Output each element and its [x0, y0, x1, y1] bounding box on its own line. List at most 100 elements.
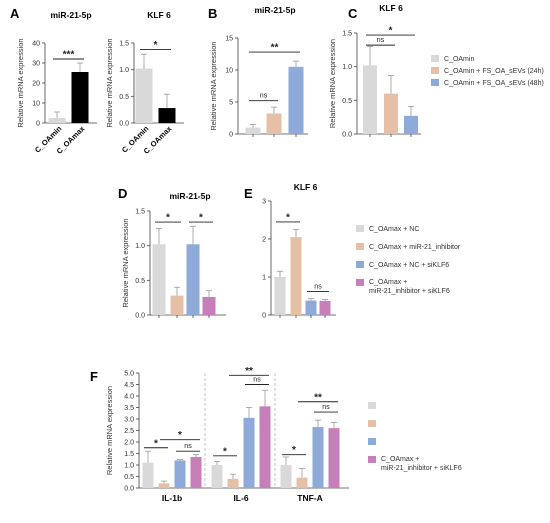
A2-y-tick-label: 0.0: [119, 121, 129, 128]
D-significance-label: *: [166, 213, 170, 224]
F-bar: [142, 462, 154, 488]
F-x-tick-label: IL-1b: [162, 493, 182, 503]
F-bar: [312, 427, 324, 488]
E-y-tick-label: 2: [262, 237, 266, 244]
C-y-tick-label: 0.0: [342, 132, 352, 139]
F-bar: [280, 465, 292, 488]
A1-bar: [71, 72, 89, 123]
F-legend-swatch: [368, 402, 376, 409]
E-bar: [305, 300, 317, 315]
F-bar: [296, 477, 308, 488]
C-y-tick-label: 1.5: [342, 31, 352, 38]
C-chart-title: KLF 6: [379, 3, 403, 13]
E-bar: [319, 300, 331, 315]
B-significance-label: ns: [260, 93, 268, 100]
F-legend-swatch: [368, 456, 376, 463]
D-y-tick-label: 0.5: [135, 278, 145, 285]
panel-label-a1: A: [10, 6, 20, 21]
F-significance-label: ns: [184, 443, 192, 450]
F-legend-swatch: [368, 420, 376, 427]
E-legend-swatch: [356, 261, 364, 268]
F-legend-swatch: [368, 438, 376, 445]
A2-y-tick-label: 0.5: [119, 94, 129, 101]
C-legend-label: C_OAmin + FS_OA_sEVs (48h): [444, 80, 544, 87]
A1-y-tick-label: 10: [32, 101, 40, 108]
A2-significance-label: *: [154, 40, 158, 51]
F-bar: [190, 456, 202, 488]
C-y-axis-label: Relative mRNA expression: [328, 39, 337, 128]
C-bar: [363, 65, 377, 134]
B-bar: [245, 127, 261, 134]
panel-label-e: E: [244, 186, 253, 201]
A1-chart-title: miR-21-5p: [50, 10, 91, 20]
C-y-tick-label: 0.5: [342, 98, 352, 105]
F-significance-label: ns: [253, 377, 261, 384]
A1-y-tick-label: 20: [32, 81, 40, 88]
B-y-tick-label: 0: [229, 132, 233, 139]
A2-y-tick-label: 1.0: [119, 67, 129, 74]
F-y-tick-label: 0.0: [124, 486, 134, 493]
A2-y-tick-label: 1.5: [119, 41, 129, 48]
D-bar: [152, 244, 166, 315]
panel-label-b: B: [208, 6, 217, 21]
E-legend-label: C_OAmax + miR-21_inhibitor: [369, 244, 461, 251]
A2-y-axis-label: Relative mRNA expression: [105, 38, 114, 127]
A1-significance-label: ***: [63, 50, 75, 61]
panel-label-c: C: [348, 6, 358, 21]
F-y-tick-label: 0.5: [124, 474, 134, 481]
F-x-tick-label: TNF-A: [297, 493, 323, 503]
F-y-axis-label: Relative mRNA expression: [105, 386, 114, 475]
E-legend-swatch: [356, 225, 364, 232]
E-chart-title: KLF 6: [294, 182, 318, 192]
C-significance-label: *: [389, 26, 393, 37]
C-legend-label: C_OAmin + FS_OA_sEVs (24h): [444, 68, 544, 75]
E-y-tick-label: 1: [262, 275, 266, 282]
F-significance-label: **: [245, 366, 253, 377]
E-legend-swatch: [356, 279, 364, 286]
C-bar: [384, 93, 398, 134]
C-legend-label: C_OAmin: [444, 56, 474, 63]
F-significance-label: *: [178, 430, 182, 441]
panel-label-f: F: [90, 369, 98, 384]
A1-y-axis-label: Relative mRNA expression: [16, 38, 25, 127]
A1-bar: [48, 118, 66, 123]
F-y-tick-label: 2.0: [124, 440, 134, 447]
F-y-tick-label: 5.0: [124, 371, 134, 378]
A1-y-tick-label: 30: [32, 61, 40, 68]
B-y-axis-label: Relative mRNA expression: [209, 41, 218, 130]
B-significance-label: **: [271, 43, 279, 54]
A2-chart-title: KLF 6: [147, 10, 171, 20]
B-chart-title: miR-21-5p: [254, 5, 295, 15]
C-y-tick-label: 1.0: [342, 64, 352, 71]
D-y-tick-label: 0.0: [135, 313, 145, 320]
D-bar: [170, 295, 184, 315]
D-y-axis-label: Relative mRNA expression: [121, 218, 130, 307]
A2-bar: [135, 68, 153, 123]
D-bar: [202, 296, 216, 315]
D-chart-title: miR-21-5p: [169, 191, 210, 201]
F-legend-label: miR-21_inhibitor + siKLF6: [381, 465, 462, 472]
F-y-tick-label: 3.5: [124, 405, 134, 412]
A1-y-tick-label: 40: [32, 41, 40, 48]
E-bar: [290, 237, 302, 315]
E-legend-label: C_OAmax +: [369, 279, 407, 286]
F-x-tick-label: IL-6: [233, 493, 248, 503]
F-significance-label: *: [154, 438, 158, 449]
E-significance-label: *: [286, 212, 290, 223]
A1-y-tick-label: 0: [36, 121, 40, 128]
E-significance-label: ns: [314, 283, 322, 290]
B-bar: [266, 113, 282, 134]
F-legend-label: C_OAmax +: [381, 456, 419, 463]
B-y-tick-label: 15: [225, 36, 233, 43]
D-y-tick-label: 1.5: [135, 209, 145, 216]
F-y-tick-label: 2.5: [124, 428, 134, 435]
D-y-tick-label: 1.0: [135, 243, 145, 250]
E-legend-swatch: [356, 243, 364, 250]
F-bar: [174, 460, 186, 488]
E-y-tick-label: 0: [262, 313, 266, 320]
D-bar: [186, 244, 200, 315]
F-bar: [158, 483, 170, 488]
E-legend-label: miR-21_inhibitor + siKLF6: [369, 288, 450, 295]
B-bar: [288, 66, 304, 134]
